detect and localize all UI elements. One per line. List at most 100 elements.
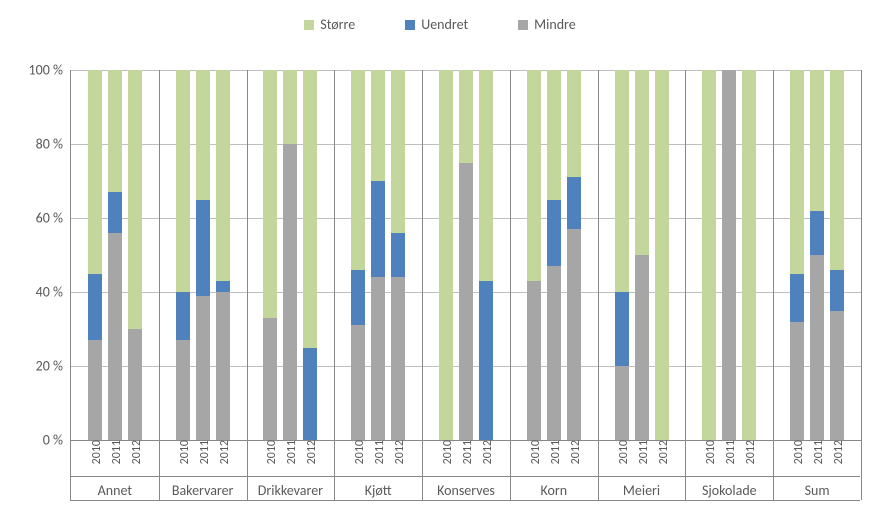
y-tick-label: 0 % — [43, 432, 71, 449]
bar-segment-storre — [547, 70, 561, 200]
legend-swatch-uendret — [405, 20, 415, 30]
bar: 2011 — [635, 70, 649, 440]
bar: 2011 — [810, 70, 824, 440]
bar-segment-uendret — [176, 292, 190, 340]
bars-wrap: 201020112012 — [334, 70, 422, 440]
x-axis-bottom-border — [70, 500, 860, 501]
bar-segment-mindre — [108, 233, 122, 440]
axis-corner — [70, 440, 71, 500]
legend-item-uendret: Uendret — [405, 16, 468, 33]
bar: 2010 — [615, 70, 629, 440]
x-tick-year: 2011 — [106, 440, 124, 464]
x-tick-year: 2012 — [214, 440, 232, 464]
bar-segment-storre — [439, 70, 453, 440]
x-tick-year: 2010 — [174, 440, 192, 464]
x-tick-year: 2012 — [653, 440, 671, 464]
bar: 2010 — [790, 70, 804, 440]
bar: 2010 — [88, 70, 102, 440]
bar-segment-storre — [128, 70, 142, 329]
bar-segment-storre — [351, 70, 365, 270]
bar: 2011 — [371, 70, 385, 440]
x-tick-category: Annet — [71, 482, 159, 499]
bar-segment-storre — [615, 70, 629, 292]
bar-segment-uendret — [547, 200, 561, 267]
bar-segment-uendret — [391, 233, 405, 277]
bar-segment-uendret — [108, 192, 122, 233]
bar-segment-mindre — [830, 311, 844, 441]
legend-swatch-mindre — [518, 20, 528, 30]
y-tick-label: 40 % — [36, 284, 71, 301]
x-tick-year: 2011 — [633, 440, 651, 464]
category-group: 201020112012Korn — [510, 70, 599, 440]
bars-wrap: 201020112012 — [71, 70, 159, 440]
bar-segment-mindre — [351, 325, 365, 440]
x-tick-year: 2010 — [349, 440, 367, 464]
bar-segment-storre — [830, 70, 844, 270]
category-group: 201020112012Kjøtt — [334, 70, 423, 440]
bar-segment-storre — [263, 70, 277, 318]
bar-segment-mindre — [88, 340, 102, 440]
x-tick-year: 2010 — [613, 440, 631, 464]
bar-segment-mindre — [283, 144, 297, 440]
bar-segment-storre — [196, 70, 210, 200]
bar-segment-storre — [702, 70, 716, 440]
bars-wrap: 201020112012 — [510, 70, 598, 440]
bar-segment-uendret — [810, 211, 824, 255]
x-tick-year: 2012 — [565, 440, 583, 464]
bar-segment-storre — [88, 70, 102, 274]
bar-segment-storre — [459, 70, 473, 163]
y-tick-label: 100 % — [29, 62, 71, 79]
legend-item-storre: Større — [304, 16, 355, 33]
bar-segment-mindre — [790, 322, 804, 440]
bar: 2011 — [547, 70, 561, 440]
bar-segment-storre — [655, 70, 669, 440]
x-tick-year: 2011 — [545, 440, 563, 464]
x-tick-category: Korn — [510, 482, 598, 499]
bar: 2011 — [196, 70, 210, 440]
bar: 2012 — [742, 70, 756, 440]
x-tick-year: 2012 — [828, 440, 846, 464]
legend-label-uendret: Uendret — [421, 16, 468, 33]
x-tick-year: 2010 — [700, 440, 718, 464]
bar-segment-uendret — [790, 274, 804, 322]
bar: 2012 — [830, 70, 844, 440]
x-tick-category: Sjokolade — [685, 482, 773, 499]
bar-segment-uendret — [196, 200, 210, 296]
bar-segment-mindre — [615, 366, 629, 440]
x-tick-year: 2010 — [86, 440, 104, 464]
bar: 2010 — [351, 70, 365, 440]
bar-segment-uendret — [479, 281, 493, 440]
category-group: 201020112012Sjokolade — [685, 70, 774, 440]
category-group: 201020112012Meieri — [598, 70, 687, 440]
group-divider — [861, 440, 862, 500]
category-group: 201020112012Drikkevarer — [247, 70, 336, 440]
bars-wrap: 201020112012 — [685, 70, 773, 440]
bar-segment-uendret — [567, 177, 581, 229]
bar-segment-storre — [303, 70, 317, 348]
bar-segment-uendret — [351, 270, 365, 326]
x-tick-year: 2012 — [301, 440, 319, 464]
bars-wrap: 201020112012 — [159, 70, 247, 440]
x-tick-year: 2011 — [194, 440, 212, 464]
x-axis-mid-border — [70, 476, 860, 477]
x-tick-year: 2011 — [281, 440, 299, 464]
bar-segment-mindre — [371, 277, 385, 440]
bar: 2010 — [527, 70, 541, 440]
bar-segment-storre — [635, 70, 649, 255]
bar-segment-storre — [283, 70, 297, 144]
legend-label-storre: Større — [320, 16, 355, 33]
x-tick-category: Meieri — [598, 482, 686, 499]
x-tick-year: 2010 — [788, 440, 806, 464]
bar: 2012 — [303, 70, 317, 440]
x-tick-category: Konserves — [422, 482, 510, 499]
bar-segment-storre — [527, 70, 541, 281]
category-group: 201020112012Konserves — [422, 70, 511, 440]
x-tick-year: 2011 — [369, 440, 387, 464]
x-tick-year: 2012 — [477, 440, 495, 464]
x-tick-year: 2012 — [740, 440, 758, 464]
category-group: 201020112012Sum — [773, 70, 862, 440]
bar-segment-storre — [108, 70, 122, 192]
x-tick-year: 2011 — [720, 440, 738, 464]
bar: 2010 — [702, 70, 716, 440]
bar-segment-uendret — [371, 181, 385, 277]
